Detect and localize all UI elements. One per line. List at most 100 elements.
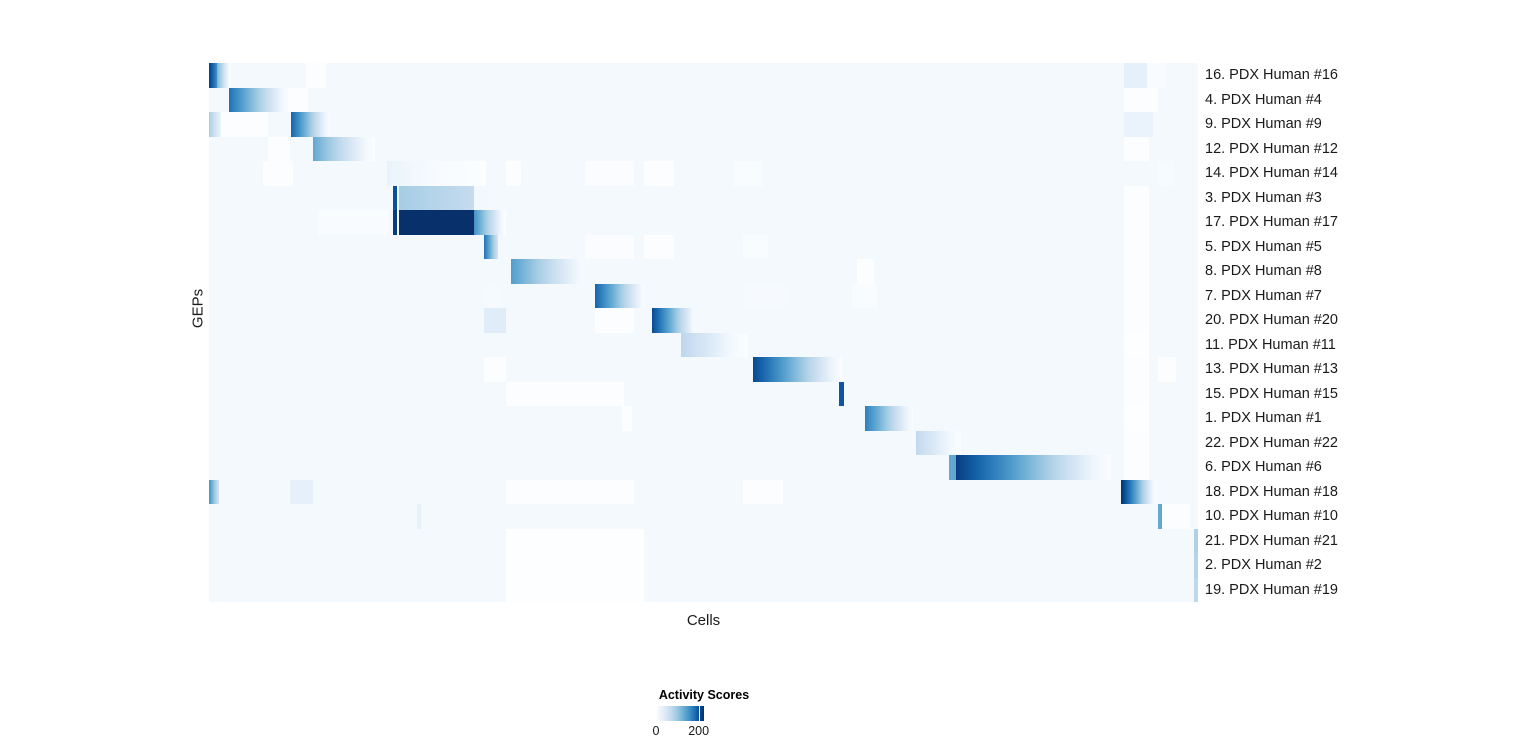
row-label: 18. PDX Human #18 bbox=[1205, 483, 1338, 500]
heatmap-cell-block bbox=[1158, 504, 1163, 529]
heatmap-row bbox=[209, 63, 1198, 88]
heatmap-cell-stripe bbox=[1123, 455, 1149, 480]
heatmap-cell-stripe bbox=[1123, 234, 1149, 259]
heatmap-row bbox=[209, 308, 1198, 333]
heatmap-row bbox=[209, 504, 1198, 529]
colorbar-tick-mark bbox=[698, 706, 701, 721]
heatmap-cell-stripe bbox=[1123, 112, 1154, 137]
heatmap-cell-stripe bbox=[1146, 63, 1167, 88]
heatmap-row bbox=[209, 479, 1198, 504]
heatmap-cell-stripe bbox=[1123, 406, 1149, 431]
heatmap-cell-block bbox=[594, 283, 645, 308]
row-label: 6. PDX Human #6 bbox=[1205, 459, 1322, 476]
heatmap-row bbox=[209, 185, 1198, 210]
heatmap-cell-stripe bbox=[743, 283, 788, 308]
heatmap-cell-stripe bbox=[288, 63, 306, 88]
heatmap-row bbox=[209, 455, 1198, 480]
heatmap-cell-block bbox=[398, 185, 475, 210]
heatmap-cell-block bbox=[510, 259, 583, 284]
row-label: 12. PDX Human #12 bbox=[1205, 140, 1338, 157]
heatmap-cell-stripe bbox=[1123, 357, 1149, 382]
colorbar-gradient bbox=[656, 706, 704, 721]
heatmap-cell-block bbox=[864, 406, 914, 431]
heatmap-cell-block bbox=[209, 63, 217, 88]
heatmap-cell-stripe bbox=[1123, 308, 1149, 333]
row-label: 2. PDX Human #2 bbox=[1205, 557, 1322, 574]
row-label: 8. PDX Human #8 bbox=[1205, 263, 1322, 280]
heatmap-cell-stripe bbox=[483, 308, 506, 333]
heatmap-row bbox=[209, 332, 1198, 357]
heatmap-cell-block bbox=[209, 112, 221, 137]
heatmap-cell-block bbox=[1194, 577, 1198, 602]
heatmap-cell-block bbox=[392, 210, 397, 235]
heatmap-row bbox=[209, 210, 1198, 235]
heatmap-cell-stripe bbox=[644, 234, 674, 259]
heatmap-cell-stripe bbox=[1123, 332, 1149, 357]
heatmap-cell-block bbox=[652, 308, 692, 333]
heatmap-row bbox=[209, 430, 1198, 455]
heatmap-cell-block bbox=[680, 332, 748, 357]
heatmap-cell-block bbox=[312, 136, 376, 161]
row-label: 19. PDX Human #19 bbox=[1205, 581, 1338, 598]
heatmap-cell-stripe bbox=[584, 234, 635, 259]
heatmap-cell-block bbox=[752, 357, 842, 382]
row-label: 7. PDX Human #7 bbox=[1205, 287, 1322, 304]
heatmap-row bbox=[209, 553, 1198, 578]
heatmap-plot-area bbox=[209, 63, 1198, 602]
heatmap-cell-block bbox=[955, 455, 1111, 480]
heatmap-cell-stripe bbox=[644, 161, 674, 186]
heatmap-cell-stripe bbox=[1123, 283, 1149, 308]
heatmap-cell-block bbox=[216, 63, 231, 88]
row-label: 21. PDX Human #21 bbox=[1205, 532, 1338, 549]
heatmap-cell-stripe bbox=[1123, 136, 1149, 161]
heatmap-cell-block bbox=[916, 430, 961, 455]
heatmap-cell-stripe bbox=[505, 381, 625, 406]
heatmap-cell-stripe bbox=[416, 504, 421, 529]
heatmap-cell-stripe bbox=[1158, 161, 1174, 186]
heatmap-cell-stripe bbox=[851, 283, 877, 308]
x-axis-label: Cells bbox=[686, 612, 721, 629]
row-label: 16. PDX Human #16 bbox=[1205, 67, 1338, 84]
heatmap-cell-stripe bbox=[1123, 259, 1149, 284]
heatmap-cell-block bbox=[483, 234, 498, 259]
heatmap-cell-stripe bbox=[305, 63, 326, 88]
heatmap-cell-block bbox=[398, 210, 475, 235]
colorbar-tick-label: 0 bbox=[652, 724, 660, 738]
heatmap-row bbox=[209, 283, 1198, 308]
heatmap-row bbox=[209, 406, 1198, 431]
heatmap-cell-stripe bbox=[505, 553, 645, 578]
heatmap-cell-stripe bbox=[483, 357, 506, 382]
row-label: 10. PDX Human #10 bbox=[1205, 508, 1338, 525]
heatmap-cell-block bbox=[1194, 553, 1198, 578]
row-label: 14. PDX Human #14 bbox=[1205, 165, 1338, 182]
heatmap-cell-block bbox=[838, 381, 844, 406]
heatmap-cell-block bbox=[474, 210, 506, 235]
heatmap-cell-block bbox=[291, 112, 330, 137]
heatmap-cell-stripe bbox=[1123, 63, 1147, 88]
heatmap-cell-stripe bbox=[1123, 430, 1149, 455]
row-label: 22. PDX Human #22 bbox=[1205, 434, 1338, 451]
row-label: 1. PDX Human #1 bbox=[1205, 410, 1322, 427]
heatmap-cell-stripe bbox=[743, 234, 768, 259]
heatmap-cell-stripe bbox=[220, 112, 269, 137]
heatmap-cell-stripe bbox=[733, 161, 763, 186]
heatmap-row bbox=[209, 357, 1198, 382]
heatmap-row bbox=[209, 577, 1198, 602]
heatmap-row bbox=[209, 234, 1198, 259]
heatmap-row bbox=[209, 112, 1198, 137]
row-label: 4. PDX Human #4 bbox=[1205, 91, 1322, 108]
heatmap-cell-stripe bbox=[1123, 87, 1159, 112]
heatmap-cell-stripe bbox=[263, 161, 294, 186]
heatmap-cell-block bbox=[948, 455, 956, 480]
heatmap-row bbox=[209, 161, 1198, 186]
row-label-list: 16. PDX Human #16 4. PDX Human #4 9. PDX H… bbox=[1205, 63, 1535, 602]
heatmap-row bbox=[209, 381, 1198, 406]
heatmap-cell-stripe bbox=[290, 87, 308, 112]
heatmap-cell-stripe bbox=[856, 259, 874, 284]
heatmap-cell-stripe bbox=[290, 479, 313, 504]
heatmap-cell-block bbox=[317, 210, 389, 235]
row-label: 3. PDX Human #3 bbox=[1205, 189, 1322, 206]
heatmap-cell-block bbox=[1194, 528, 1198, 553]
heatmap-cell-block bbox=[387, 161, 486, 186]
